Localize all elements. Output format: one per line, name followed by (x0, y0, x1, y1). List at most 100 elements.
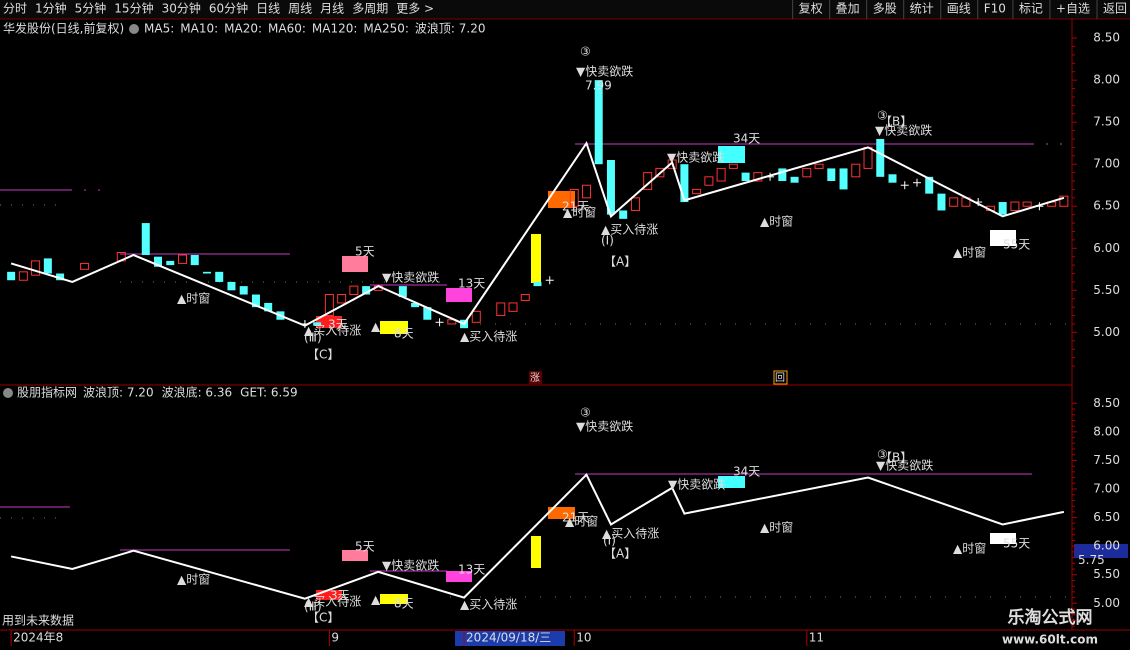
x-tick-label: 11 (809, 631, 824, 645)
hui-icon[interactable]: 回 (775, 372, 785, 384)
candle (349, 285, 359, 296)
x-tick-label: 10 (576, 631, 591, 645)
box (316, 590, 342, 600)
price-label: 5.75 (1078, 553, 1105, 567)
icon (129, 24, 139, 34)
price-label-bg (1074, 544, 1128, 558)
y-tick-label: 5.50 (1093, 283, 1120, 297)
toolbar-button[interactable]: +自选 (1056, 2, 1090, 16)
box (342, 256, 368, 272)
toolbar-button[interactable]: 分时 (3, 2, 27, 16)
annotation: ▼快卖欲跌 (382, 270, 439, 285)
candle (741, 172, 750, 182)
annotation: 5天 (355, 540, 375, 554)
candle (594, 80, 603, 165)
x-tick-label: 9 (331, 631, 339, 645)
zhang-icon[interactable]: 涨 (530, 372, 540, 384)
candle (411, 302, 420, 308)
y-tick-label: 6.50 (1093, 510, 1120, 524)
annotation: ▲时窗 (563, 206, 596, 220)
candle (827, 168, 836, 182)
candle (496, 302, 506, 317)
candle (1059, 195, 1069, 207)
wave-line (10, 473, 1065, 600)
annotation: ▲时窗 (760, 215, 793, 229)
candle (1022, 201, 1032, 207)
candle (704, 176, 714, 186)
toolbar-button[interactable]: 标记 (1019, 2, 1043, 16)
candle (43, 258, 52, 274)
annotation: 21天 (562, 511, 589, 525)
annotation: ▲时窗 (565, 515, 598, 529)
toolbar-button[interactable]: 周线 (288, 2, 312, 16)
candle (251, 294, 260, 308)
annotation: 55天 (1003, 537, 1030, 551)
toolbar-button[interactable]: 更多 > (396, 2, 434, 16)
annotation: 13天 (458, 277, 485, 291)
annotation: ③ (877, 109, 888, 123)
toolbar-bg (0, 0, 1130, 19)
candle (619, 210, 628, 219)
candle (423, 307, 432, 320)
candle (215, 271, 224, 282)
toolbar-button[interactable]: F10 (984, 2, 1006, 16)
toolbar-button[interactable]: 叠加 (836, 2, 860, 16)
candle (949, 197, 959, 207)
box (316, 316, 342, 328)
toolbar-button[interactable]: 30分钟 (162, 1, 201, 16)
toolbar-button[interactable]: 1分钟 (35, 1, 67, 16)
toolbar-button[interactable]: 60分钟 (209, 1, 248, 16)
candle (56, 273, 65, 281)
candle (533, 281, 542, 287)
box (718, 146, 745, 163)
y-tick-label: 8.50 (1093, 31, 1120, 45)
candle (398, 286, 407, 298)
annotation: 8天 (394, 597, 414, 611)
y-tick-label: 6.00 (1093, 241, 1120, 255)
candle (876, 138, 885, 177)
y-tick-label: 6.50 (1093, 199, 1120, 213)
annotation: ▼快卖欲跌 (576, 419, 633, 434)
toolbar-button[interactable]: 统计 (910, 2, 934, 16)
toolbar-button[interactable]: 15分钟 (114, 1, 153, 16)
annotation: 【A】 (604, 255, 636, 269)
indicator: MA120: (312, 22, 358, 36)
toolbar-button[interactable]: 多股 (873, 2, 897, 16)
candle (362, 286, 371, 295)
toolbar-button[interactable]: 画线 (947, 2, 971, 16)
toolbar-button[interactable]: 复权 (799, 2, 823, 16)
indicator: 波浪顶: 7.20 (415, 21, 486, 36)
annotation: 8天 (394, 327, 414, 341)
annotation: 21天 (562, 200, 589, 214)
boxes (316, 146, 1016, 604)
candle (790, 176, 799, 183)
panel-title: 股朋指标网 (17, 385, 77, 400)
annotation: ③ (580, 45, 591, 59)
candle (925, 176, 934, 194)
candle (508, 302, 518, 312)
y-tick-label: 8.50 (1093, 396, 1120, 410)
annotation: ▲买入待涨 (601, 222, 658, 237)
annotation: 5天 (355, 245, 375, 259)
box (990, 533, 1016, 544)
candle (667, 159, 677, 169)
toolbar-button[interactable]: 多周期 (352, 2, 388, 16)
y-tick-label: 6.00 (1093, 539, 1120, 553)
stat: 波浪顶: 7.20 (83, 385, 154, 400)
box (446, 288, 472, 302)
candle (802, 167, 812, 178)
candle (680, 164, 689, 203)
toolbar-button[interactable]: 日线 (256, 2, 280, 16)
toolbar-button[interactable]: 返回 (1103, 2, 1127, 16)
candle (606, 160, 615, 215)
annotation: ▲时窗 (953, 246, 986, 260)
annotation: ▼快卖欲跌 (875, 123, 932, 138)
toolbar-button[interactable]: 月线 (320, 2, 344, 16)
y-tick-label: 5.00 (1093, 325, 1120, 339)
toolbar-button[interactable]: 5分钟 (75, 1, 107, 16)
annotation: ③ (580, 406, 591, 420)
annotation: ▲买入待涨 (304, 594, 361, 609)
stock-title: 华发股份(日线,前复权) (3, 21, 124, 36)
